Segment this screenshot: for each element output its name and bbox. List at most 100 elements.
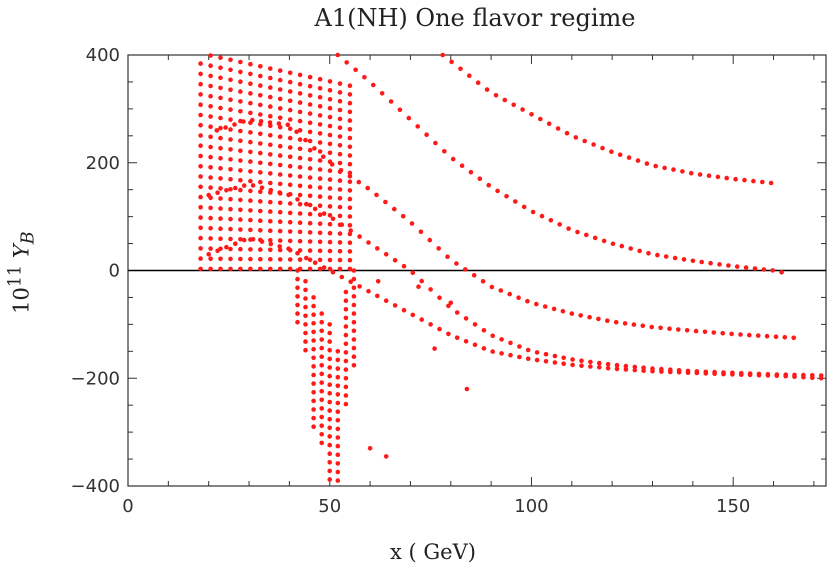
grid-point <box>307 120 313 126</box>
descending-point <box>335 469 341 475</box>
descending-point <box>343 341 349 347</box>
grid-point <box>287 79 293 85</box>
grid-point <box>317 158 323 163</box>
curve-point <box>605 361 611 367</box>
curve-point <box>499 337 504 342</box>
grid-point <box>307 239 313 244</box>
grid-point <box>307 147 313 153</box>
descending-point <box>311 407 316 412</box>
grid-point <box>208 236 213 241</box>
grid-point <box>297 211 303 216</box>
grid-point <box>277 219 283 224</box>
curve-point <box>601 238 607 244</box>
grid-point <box>208 53 213 58</box>
curve-point <box>626 155 632 160</box>
grid-point <box>297 72 303 78</box>
curve-point <box>495 188 500 194</box>
descending-point <box>311 364 316 369</box>
curve-point <box>730 372 735 377</box>
curve-point <box>693 328 699 334</box>
grid-point <box>198 256 203 261</box>
grid-point <box>317 95 323 100</box>
curve-point <box>566 226 571 231</box>
curve-point <box>734 264 740 269</box>
curve-point <box>277 190 283 195</box>
descending-point <box>335 435 341 440</box>
descending-point <box>327 391 333 396</box>
grid-point <box>287 70 293 76</box>
curve-point <box>791 335 796 341</box>
grid-point <box>228 147 233 152</box>
descending-point <box>311 355 316 361</box>
grid-point <box>347 83 353 88</box>
curve-point <box>511 102 516 108</box>
curve-point <box>442 149 447 154</box>
grid-point <box>238 266 243 272</box>
curve-point <box>383 199 388 205</box>
curve-point <box>742 177 747 183</box>
grid-point <box>337 160 343 166</box>
descending-point <box>335 461 341 466</box>
grid-point <box>248 247 253 252</box>
grid-point <box>307 102 313 107</box>
grid-point <box>218 176 223 181</box>
grid-point <box>208 104 213 109</box>
grid-point <box>297 165 303 170</box>
grid-point <box>208 266 213 272</box>
grid-point <box>268 75 273 81</box>
curve-point <box>546 121 552 126</box>
grid-point <box>268 161 273 167</box>
curve-point <box>649 324 654 330</box>
grid-point <box>248 256 253 262</box>
grid-point <box>238 246 243 252</box>
curve-point <box>764 333 770 339</box>
grid-point <box>277 247 283 253</box>
grid-point <box>327 230 333 236</box>
grid-point <box>307 230 313 235</box>
grid-point <box>218 145 223 151</box>
curve-point <box>644 161 650 166</box>
y-tick-label: 0 <box>109 261 120 282</box>
curve-point <box>472 322 478 327</box>
grid-point <box>198 205 203 210</box>
grid-point <box>297 100 303 105</box>
descending-point <box>311 415 316 421</box>
grid-point <box>208 63 213 68</box>
curve-point <box>747 332 752 338</box>
grid-point <box>208 185 213 190</box>
grid-point <box>268 142 273 148</box>
descending-point <box>303 304 308 310</box>
descending-point <box>303 330 308 336</box>
isolated-point <box>416 284 421 290</box>
grid-point <box>307 129 313 135</box>
grid-point <box>277 134 283 139</box>
curve-point <box>366 240 371 245</box>
grid-point <box>347 257 353 263</box>
grid-point <box>248 208 253 213</box>
curve-point <box>233 241 238 246</box>
grid-point <box>218 95 223 101</box>
descending-point <box>343 393 349 398</box>
curve-point <box>761 267 767 272</box>
grid-point <box>228 177 233 182</box>
grid-point <box>347 144 353 150</box>
grid-point <box>268 257 273 262</box>
grid-point <box>317 131 323 136</box>
curve-point <box>637 248 642 254</box>
descending-point <box>335 383 341 389</box>
curve-point <box>357 284 362 289</box>
grid-point <box>337 240 343 245</box>
grid-point <box>258 199 263 204</box>
grid-point <box>347 100 353 106</box>
curve-point <box>362 74 367 80</box>
curve-point <box>529 112 534 117</box>
grid-point <box>317 266 323 272</box>
grid-point <box>327 97 333 102</box>
grid-point <box>258 266 263 272</box>
grid-point <box>327 266 333 272</box>
curve-point <box>353 67 358 73</box>
grid-point <box>287 219 293 225</box>
grid-point <box>277 200 283 206</box>
grid-point <box>337 107 343 113</box>
